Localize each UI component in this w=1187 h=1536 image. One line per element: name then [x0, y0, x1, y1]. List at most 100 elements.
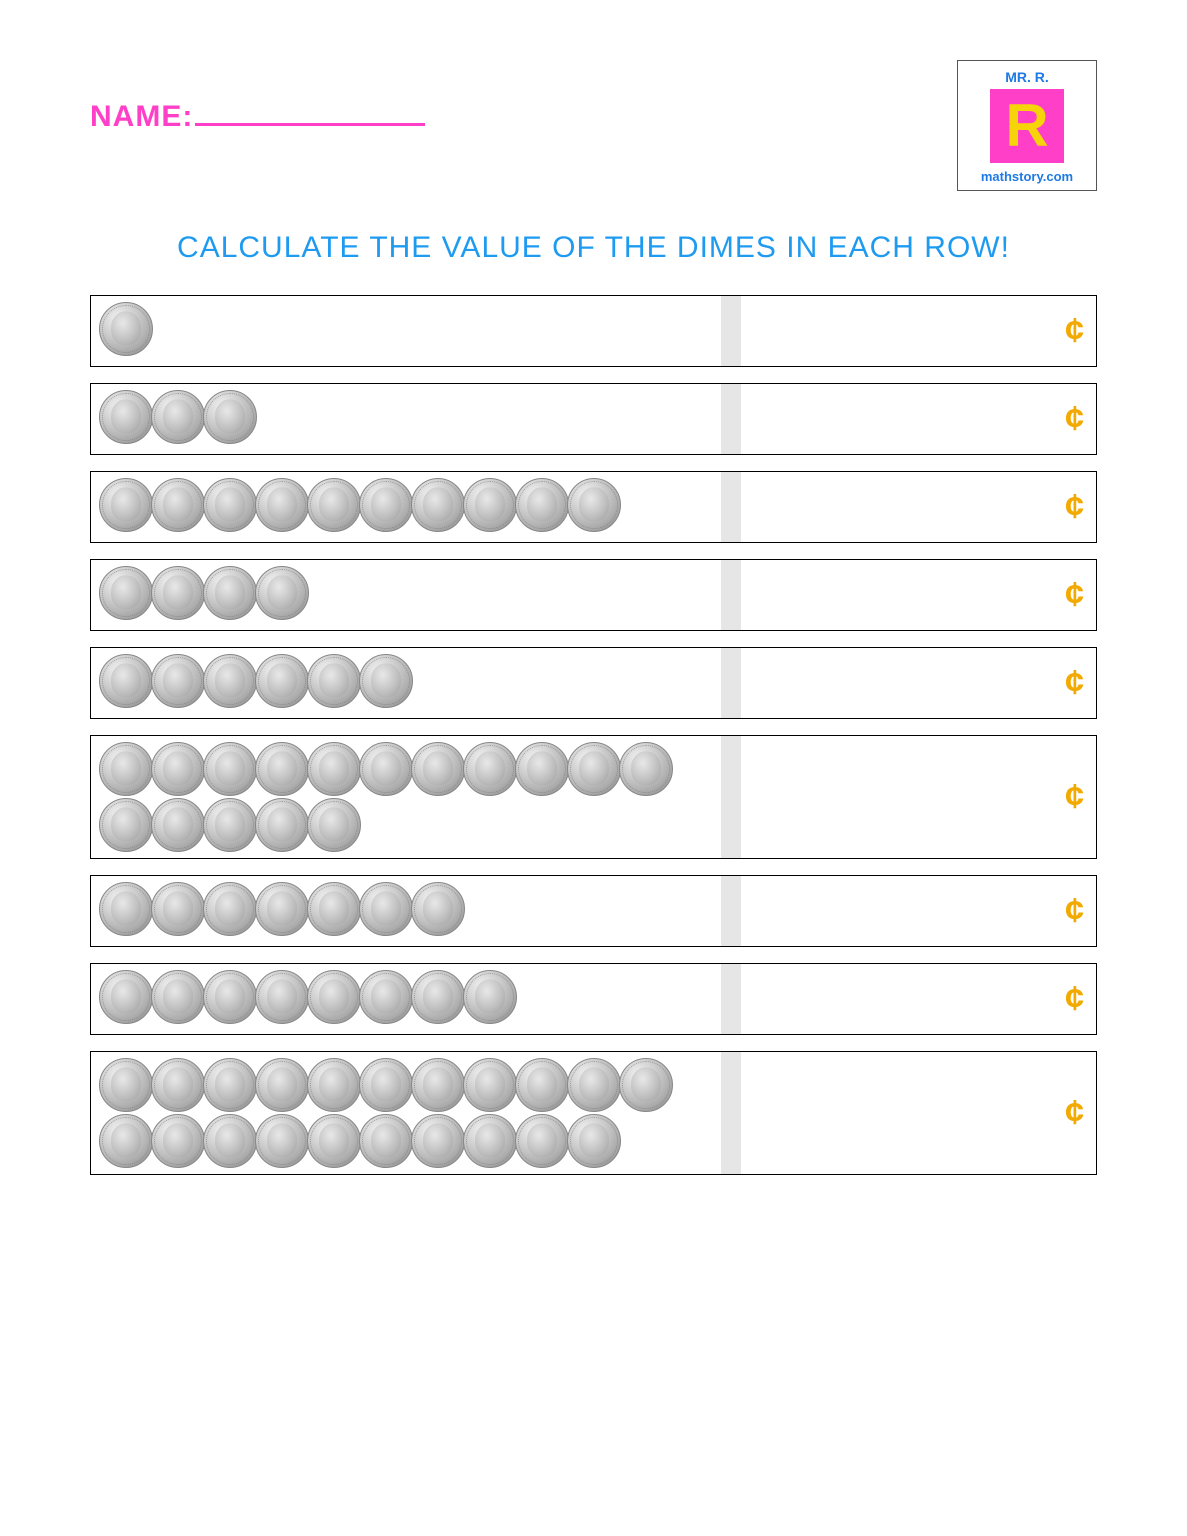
dime-icon — [203, 1114, 257, 1168]
dime-icon — [203, 798, 257, 852]
coins-cell — [91, 964, 721, 1034]
logo-letter: R — [1005, 96, 1048, 156]
answer-cell[interactable]: ¢ — [741, 648, 1096, 718]
dime-icon — [411, 478, 465, 532]
cent-symbol: ¢ — [1065, 778, 1084, 817]
dime-icon — [411, 882, 465, 936]
dime-icon — [99, 1114, 153, 1168]
dime-icon — [359, 742, 413, 796]
dime-icon — [255, 478, 309, 532]
dime-icon — [151, 478, 205, 532]
dime-icon — [151, 798, 205, 852]
name-input-line[interactable] — [195, 123, 425, 126]
dime-icon — [619, 742, 673, 796]
divider-cell — [721, 296, 741, 366]
dime-icon — [99, 742, 153, 796]
coins-cell — [91, 648, 721, 718]
name-label: NAME: — [90, 100, 193, 134]
answer-cell[interactable]: ¢ — [741, 384, 1096, 454]
dime-icon — [203, 882, 257, 936]
dime-icon — [151, 390, 205, 444]
dime-icon — [255, 654, 309, 708]
rows-container: ¢ ¢ ¢ ¢ ¢ ¢ ¢ ¢ ¢ — [90, 295, 1097, 1175]
divider-cell — [721, 876, 741, 946]
problem-row: ¢ — [90, 647, 1097, 719]
cent-symbol: ¢ — [1065, 1094, 1084, 1133]
dime-icon — [203, 654, 257, 708]
dime-icon — [151, 742, 205, 796]
dime-icon — [307, 1114, 361, 1168]
coins-cell — [91, 296, 721, 366]
coins-cell — [91, 384, 721, 454]
logo-site: mathstory.com — [976, 169, 1078, 184]
dime-icon — [99, 654, 153, 708]
dime-icon — [203, 566, 257, 620]
answer-cell[interactable]: ¢ — [741, 736, 1096, 858]
divider-cell — [721, 964, 741, 1034]
answer-cell[interactable]: ¢ — [741, 560, 1096, 630]
dime-icon — [567, 478, 621, 532]
divider-cell — [721, 1052, 741, 1174]
dime-icon — [307, 478, 361, 532]
dime-icon — [255, 970, 309, 1024]
dime-icon — [99, 1058, 153, 1112]
dime-icon — [151, 1114, 205, 1168]
dime-icon — [151, 566, 205, 620]
dime-icon — [619, 1058, 673, 1112]
divider-cell — [721, 384, 741, 454]
dime-icon — [203, 478, 257, 532]
dime-icon — [359, 654, 413, 708]
dime-icon — [203, 742, 257, 796]
dime-icon — [567, 742, 621, 796]
cent-symbol: ¢ — [1065, 312, 1084, 351]
dime-icon — [99, 566, 153, 620]
dime-icon — [463, 742, 517, 796]
dime-icon — [255, 882, 309, 936]
divider-cell — [721, 472, 741, 542]
dime-icon — [411, 970, 465, 1024]
answer-cell[interactable]: ¢ — [741, 1052, 1096, 1174]
coins-cell — [91, 736, 721, 858]
dime-icon — [307, 882, 361, 936]
answer-cell[interactable]: ¢ — [741, 964, 1096, 1034]
divider-cell — [721, 736, 741, 858]
dime-icon — [99, 798, 153, 852]
dime-icon — [99, 478, 153, 532]
dime-icon — [203, 1058, 257, 1112]
dime-icon — [255, 566, 309, 620]
dime-icon — [203, 970, 257, 1024]
coins-cell — [91, 472, 721, 542]
answer-cell[interactable]: ¢ — [741, 296, 1096, 366]
cent-symbol: ¢ — [1065, 892, 1084, 931]
logo-author: MR. R. — [976, 69, 1078, 85]
answer-cell[interactable]: ¢ — [741, 876, 1096, 946]
problem-row: ¢ — [90, 735, 1097, 859]
dime-icon — [99, 302, 153, 356]
dime-icon — [463, 970, 517, 1024]
cent-symbol: ¢ — [1065, 400, 1084, 439]
dime-icon — [307, 1058, 361, 1112]
divider-cell — [721, 648, 741, 718]
logo-square: R — [990, 89, 1064, 163]
problem-row: ¢ — [90, 1051, 1097, 1175]
problem-row: ¢ — [90, 471, 1097, 543]
dime-icon — [255, 742, 309, 796]
problem-row: ¢ — [90, 295, 1097, 367]
dime-icon — [151, 970, 205, 1024]
dime-icon — [307, 742, 361, 796]
header: NAME: MR. R. R mathstory.com — [90, 60, 1097, 191]
cent-symbol: ¢ — [1065, 980, 1084, 1019]
answer-cell[interactable]: ¢ — [741, 472, 1096, 542]
worksheet-title: CALCULATE THE VALUE OF THE DIMES IN EACH… — [90, 231, 1097, 265]
dime-icon — [463, 1114, 517, 1168]
dime-icon — [203, 390, 257, 444]
coins-cell — [91, 876, 721, 946]
dime-icon — [463, 478, 517, 532]
logo-box: MR. R. R mathstory.com — [957, 60, 1097, 191]
cent-symbol: ¢ — [1065, 576, 1084, 615]
dime-icon — [99, 390, 153, 444]
dime-icon — [567, 1114, 621, 1168]
dime-icon — [307, 654, 361, 708]
dime-icon — [515, 742, 569, 796]
dime-icon — [255, 1058, 309, 1112]
